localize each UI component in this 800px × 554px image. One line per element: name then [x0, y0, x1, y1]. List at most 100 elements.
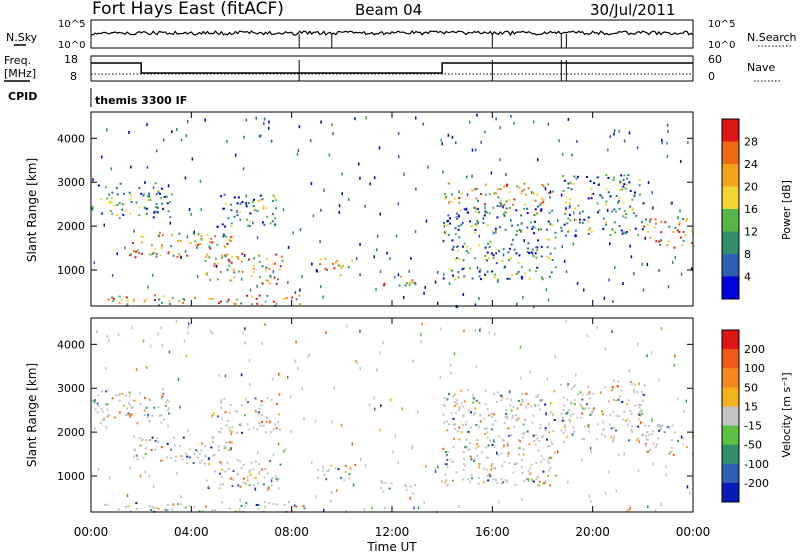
range-cell: [542, 435, 545, 438]
range-cell: [678, 223, 681, 226]
range-cell: [133, 454, 135, 458]
range-cell: [469, 220, 472, 223]
range-cell: [453, 437, 456, 440]
range-cell: [147, 285, 149, 289]
range-cell: [642, 202, 645, 205]
range-cell: [638, 417, 640, 421]
range-cell: [130, 406, 132, 409]
range-cell: [506, 183, 509, 186]
range-cell: [623, 452, 625, 456]
freq-line: [91, 62, 693, 74]
range-cell: [535, 256, 538, 259]
range-cell: [471, 477, 474, 480]
range-cell: [461, 424, 464, 426]
range-cell: [166, 508, 169, 511]
range-cell: [553, 451, 556, 454]
range-cell: [622, 179, 625, 181]
range-cell: [449, 363, 452, 367]
range-cell: [472, 401, 475, 404]
range-cell: [572, 182, 575, 185]
range-cell: [149, 420, 151, 423]
range-cell: [532, 225, 534, 228]
range-cell: [461, 268, 464, 271]
range-cell: [131, 242, 134, 244]
colorbar-swatch: [722, 254, 739, 277]
range-cell: [150, 449, 153, 451]
range-cell: [581, 398, 584, 401]
range-cell: [506, 184, 508, 187]
range-cell: [484, 210, 487, 213]
range-cell: [218, 373, 221, 377]
cpid-label: CPID: [8, 90, 37, 103]
range-cell: [142, 193, 145, 196]
range-cell: [468, 267, 471, 270]
range-cell: [97, 468, 100, 471]
range-cell: [540, 208, 543, 211]
range-cell: [589, 413, 592, 416]
range-cell: [566, 398, 569, 401]
range-cell: [544, 481, 546, 484]
range-cell: [145, 406, 148, 409]
range-cell: [587, 229, 590, 232]
range-cell: [228, 260, 231, 263]
colorbar-swatch: [722, 141, 739, 165]
range-cell: [103, 223, 105, 227]
range-cell: [330, 464, 333, 467]
range-cell: [271, 213, 274, 216]
velocity-ylabel: Slant Range [km]: [25, 363, 39, 467]
range-cell: [638, 413, 641, 416]
range-cell: [463, 329, 465, 333]
range-cell: [535, 433, 538, 436]
range-cell: [211, 241, 214, 244]
range-cell: [207, 486, 210, 489]
range-cell: [681, 437, 684, 440]
range-cell: [328, 468, 330, 472]
range-cell: [303, 417, 305, 421]
range-cell: [172, 254, 175, 257]
range-cell: [287, 245, 290, 249]
range-cell: [539, 408, 542, 411]
range-cell: [447, 201, 450, 204]
range-cell: [540, 454, 543, 457]
range-cell: [133, 435, 135, 439]
range-cell: [510, 434, 513, 437]
range-cell: [403, 483, 406, 486]
noise-trace: [90, 30, 694, 48]
range-cell: [180, 495, 182, 499]
range-cell: [568, 201, 571, 204]
range-cell: [160, 397, 163, 400]
range-cell: [613, 176, 615, 179]
range-cell: [296, 152, 299, 156]
range-cell: [530, 478, 533, 481]
range-cell: [131, 325, 133, 329]
range-cell: [490, 467, 493, 471]
range-cell: [442, 413, 445, 416]
range-cell: [532, 414, 535, 417]
range-cell: [189, 241, 192, 244]
range-cell: [106, 128, 108, 132]
range-cell: [451, 248, 454, 251]
range-cell: [274, 262, 277, 265]
range-cell: [209, 241, 212, 244]
range-cell: [378, 146, 381, 150]
range-cell: [509, 257, 512, 260]
range-cell: [423, 501, 425, 504]
range-cell: [152, 216, 155, 219]
range-cell: [452, 274, 454, 277]
range-cell: [602, 217, 605, 220]
range-cell: [639, 422, 642, 425]
range-cell: [562, 409, 565, 411]
range-cell: [229, 239, 232, 242]
range-cell: [93, 261, 96, 265]
range-cell: [598, 209, 601, 212]
range-cell: [179, 445, 181, 447]
velocity-scatter: [91, 319, 695, 514]
range-cell: [581, 438, 584, 441]
range-cell: [633, 272, 635, 276]
range-cell: [165, 404, 167, 407]
range-cell: [240, 505, 243, 507]
range-cell: [471, 277, 474, 280]
range-cell: [118, 202, 121, 205]
range-cell: [249, 473, 252, 476]
range-cell: [548, 191, 551, 194]
